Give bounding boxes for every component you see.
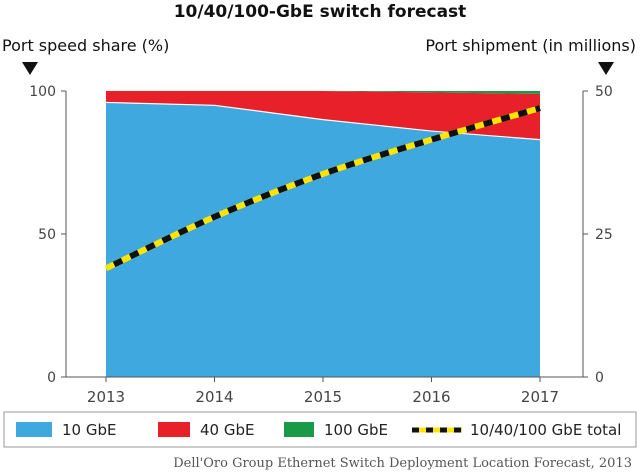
area-40gbe [106, 91, 540, 140]
right-axis-title: Port shipment (in millions) [425, 36, 636, 55]
legend-100gbe-label: 100 GbE [324, 421, 388, 439]
legend-10gbe-label: 10 GbE [62, 421, 116, 439]
left-tick-label: 0 [47, 370, 56, 386]
source-note: Dell'Oro Group Ethernet Switch Deploymen… [173, 456, 632, 471]
left-tick-label: 100 [29, 84, 56, 100]
right-axis-arrow-icon [598, 62, 614, 75]
right-tick-label: 0 [595, 370, 604, 386]
x-tick-label: 2013 [87, 388, 125, 406]
chart-title: 10/40/100-GbE switch forecast [173, 2, 467, 22]
legend-100gbe-swatch [284, 422, 314, 437]
left-tick-label: 50 [38, 227, 56, 243]
legend-40gbe-label: 40 GbE [200, 421, 254, 439]
x-tick-label: 2015 [304, 388, 342, 406]
legend-10gbe-swatch [16, 422, 52, 437]
boundary-10gbe [105, 101, 541, 141]
legend-box [3, 411, 637, 448]
left-axis-arrow-icon [22, 62, 38, 75]
right-tick-label: 25 [595, 227, 613, 243]
left-axis-title: Port speed share (%) [2, 36, 170, 55]
area-100gbe [106, 91, 540, 94]
x-tick-label: 2014 [195, 388, 233, 406]
x-tick-label: 2016 [412, 388, 450, 406]
area-10gbe [106, 102, 540, 377]
legend-40gbe-swatch [158, 422, 190, 437]
legend-total-label: 10/40/100 GbE total [470, 421, 621, 439]
x-tick-label: 2017 [521, 388, 559, 406]
total-line-dash [104, 105, 541, 272]
right-tick-label: 50 [595, 84, 613, 100]
